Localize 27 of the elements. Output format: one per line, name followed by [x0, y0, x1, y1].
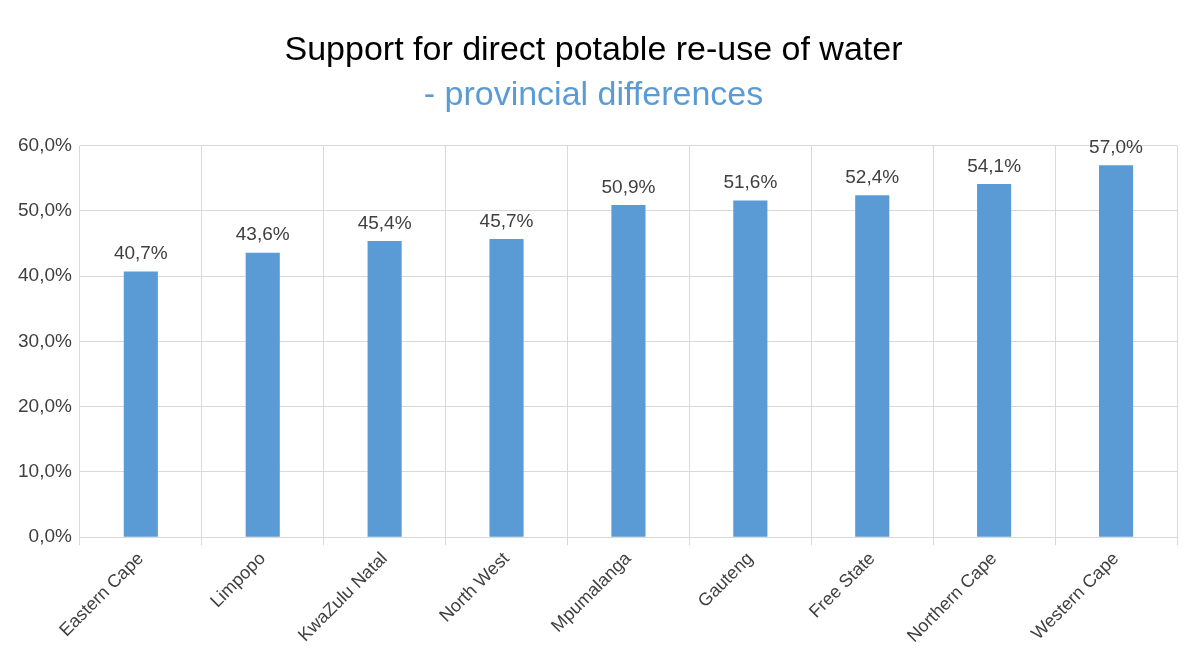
data-label: 50,9% [601, 175, 656, 197]
y-tick-label: 40,0% [18, 264, 72, 286]
bar [489, 238, 524, 537]
y-tick-label: 10,0% [18, 460, 72, 482]
data-label: 40,7% [113, 242, 168, 264]
bar [611, 205, 646, 537]
chart-title: Support for direct potable re-use of water [284, 28, 903, 67]
bar [855, 195, 890, 537]
data-label: 57,0% [1089, 135, 1144, 157]
bar [1098, 165, 1134, 537]
data-label: 54,1% [967, 154, 1022, 176]
bar [977, 184, 1012, 537]
y-tick-label: 30,0% [18, 329, 72, 351]
y-tick-label: 60,0% [18, 133, 72, 155]
data-label: 45,7% [479, 209, 534, 231]
data-label: 51,6% [723, 171, 778, 193]
chart-subtitle: - provincial differences [423, 73, 764, 112]
data-label: 45,4% [357, 211, 412, 233]
bar [245, 252, 280, 537]
y-tick-label: 20,0% [18, 394, 72, 416]
data-label: 43,6% [235, 223, 290, 245]
data-label: 52,4% [845, 165, 900, 187]
y-tick-label: 0,0% [28, 525, 72, 547]
bar [367, 240, 402, 537]
bar [733, 200, 768, 537]
bar [123, 271, 158, 537]
y-tick-label: 50,0% [18, 199, 72, 221]
